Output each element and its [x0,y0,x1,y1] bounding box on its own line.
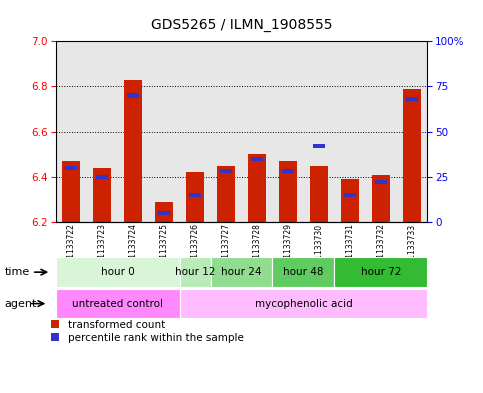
Text: time: time [5,267,30,277]
Bar [334,257,427,287]
Bar [127,94,139,97]
Legend: transformed count, percentile rank within the sample: transformed count, percentile rank withi… [51,320,243,343]
Bar [93,168,112,222]
Bar [211,257,272,287]
Bar [406,97,418,101]
Bar [344,193,356,197]
Text: GDS5265 / ILMN_1908555: GDS5265 / ILMN_1908555 [151,18,332,32]
Bar [248,154,266,222]
Bar [403,89,421,222]
Text: agent: agent [5,299,37,309]
Bar [56,289,180,318]
Bar [341,179,359,222]
Bar [186,173,204,222]
Text: hour 24: hour 24 [221,267,262,277]
Bar [155,202,173,222]
Bar [65,166,77,170]
Bar [96,175,108,179]
Bar [56,41,86,222]
Bar [149,41,180,222]
Bar [180,41,211,222]
Bar [366,41,397,222]
Bar [334,41,366,222]
Bar [242,41,272,222]
Bar [62,161,80,222]
Text: untreated control: untreated control [72,299,163,309]
Bar [220,169,232,173]
Bar [86,41,117,222]
Bar [180,289,427,318]
Bar [56,257,180,287]
Bar [272,257,334,287]
Bar [211,41,242,222]
Bar [124,80,142,222]
Bar [189,193,201,197]
Text: hour 12: hour 12 [175,267,215,277]
Bar [158,211,170,215]
Bar [282,169,294,173]
Bar [372,174,390,222]
Text: hour 0: hour 0 [100,267,134,277]
Bar [251,157,263,161]
Bar [397,41,427,222]
Bar [303,41,334,222]
Bar [375,180,387,184]
Bar [313,144,325,148]
Bar [310,165,328,222]
Bar [117,41,149,222]
Bar [180,257,211,287]
Bar [217,165,235,222]
Text: hour 48: hour 48 [283,267,324,277]
Text: hour 72: hour 72 [361,267,401,277]
Text: mycophenolic acid: mycophenolic acid [255,299,353,309]
Bar [272,41,303,222]
Bar [279,161,297,222]
